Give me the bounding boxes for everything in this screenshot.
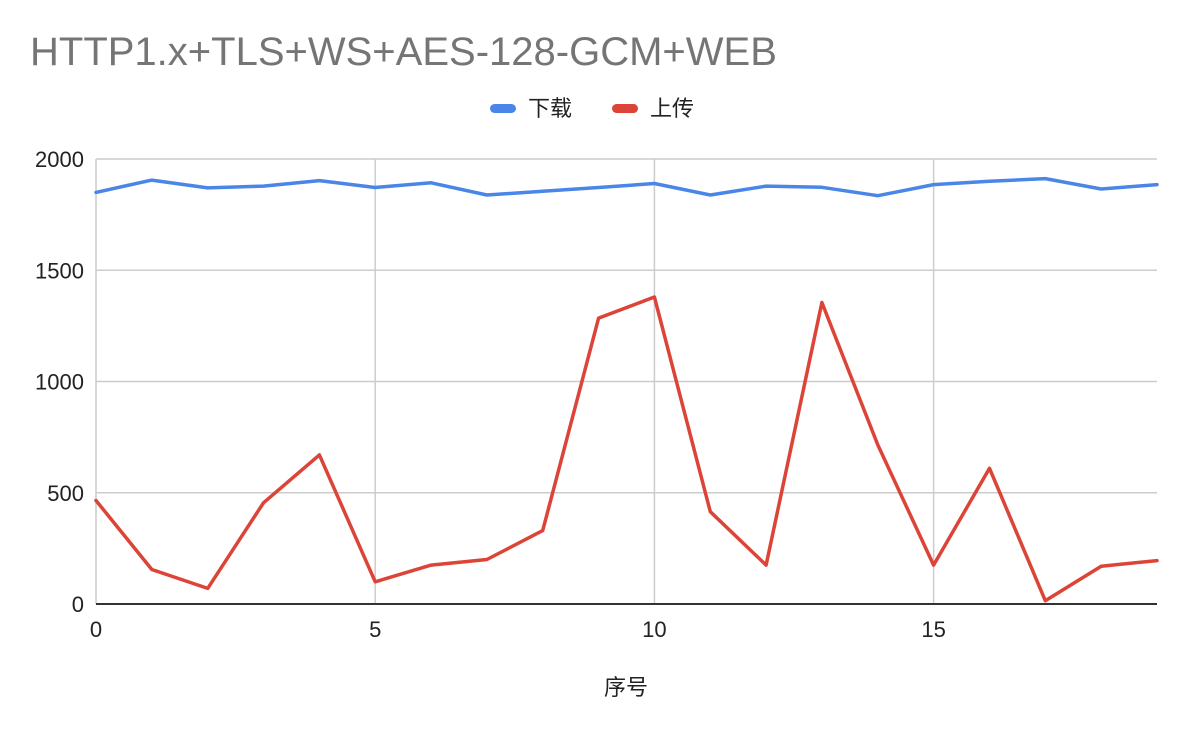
legend-label: 上传 [650,97,694,122]
y-tick-label: 500 [47,481,84,506]
legend: 下载 上传 [490,97,694,122]
y-tick-label: 1000 [35,370,84,395]
y-tick-label: 2000 [35,147,84,172]
y-tick-labels: 0 500 1000 1500 2000 [35,147,84,617]
x-tick-labels: 0 5 10 15 [90,617,946,642]
series-lines [94,176,1159,603]
horizontal-gridlines [96,158,1157,494]
chart-title: HTTP1.x+TLS+WS+AES-128-GCM+WEB [30,30,777,74]
x-tick-label: 0 [90,617,102,642]
legend-swatch [612,104,638,113]
x-tick-label: 10 [642,617,666,642]
y-tick-label: 1500 [35,258,84,283]
x-tick-label: 5 [369,617,381,642]
x-axis-title: 序号 [604,676,648,701]
series-line-0 [94,176,1159,198]
legend-swatch [490,104,516,113]
x-tick-label: 15 [921,617,945,642]
series-line-1 [94,295,1159,603]
y-tick-label: 0 [72,592,84,617]
legend-label: 下载 [528,97,572,122]
